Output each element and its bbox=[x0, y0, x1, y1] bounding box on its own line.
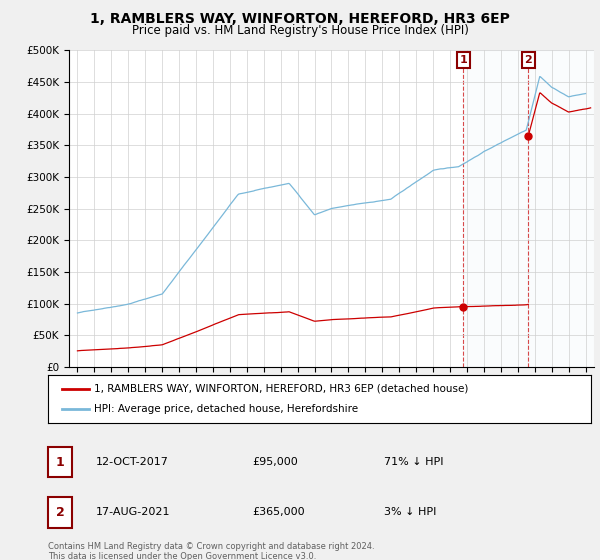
Text: 1: 1 bbox=[460, 55, 467, 65]
Text: 2: 2 bbox=[524, 55, 532, 65]
Text: HPI: Average price, detached house, Herefordshire: HPI: Average price, detached house, Here… bbox=[94, 404, 358, 414]
Text: Price paid vs. HM Land Registry's House Price Index (HPI): Price paid vs. HM Land Registry's House … bbox=[131, 24, 469, 36]
Text: 71% ↓ HPI: 71% ↓ HPI bbox=[384, 457, 443, 467]
Text: 1, RAMBLERS WAY, WINFORTON, HEREFORD, HR3 6EP (detached house): 1, RAMBLERS WAY, WINFORTON, HEREFORD, HR… bbox=[94, 384, 469, 394]
Bar bbox=[528, 50, 594, 367]
Text: 3% ↓ HPI: 3% ↓ HPI bbox=[384, 507, 436, 517]
Text: 17-AUG-2021: 17-AUG-2021 bbox=[96, 507, 170, 517]
Text: 2: 2 bbox=[56, 506, 64, 519]
Text: £95,000: £95,000 bbox=[252, 457, 298, 467]
Text: 1: 1 bbox=[56, 455, 64, 469]
Text: 12-OCT-2017: 12-OCT-2017 bbox=[96, 457, 169, 467]
Text: Contains HM Land Registry data © Crown copyright and database right 2024.
This d: Contains HM Land Registry data © Crown c… bbox=[48, 542, 374, 560]
Text: 1, RAMBLERS WAY, WINFORTON, HEREFORD, HR3 6EP: 1, RAMBLERS WAY, WINFORTON, HEREFORD, HR… bbox=[90, 12, 510, 26]
Text: £365,000: £365,000 bbox=[252, 507, 305, 517]
Bar bbox=[463, 50, 528, 367]
